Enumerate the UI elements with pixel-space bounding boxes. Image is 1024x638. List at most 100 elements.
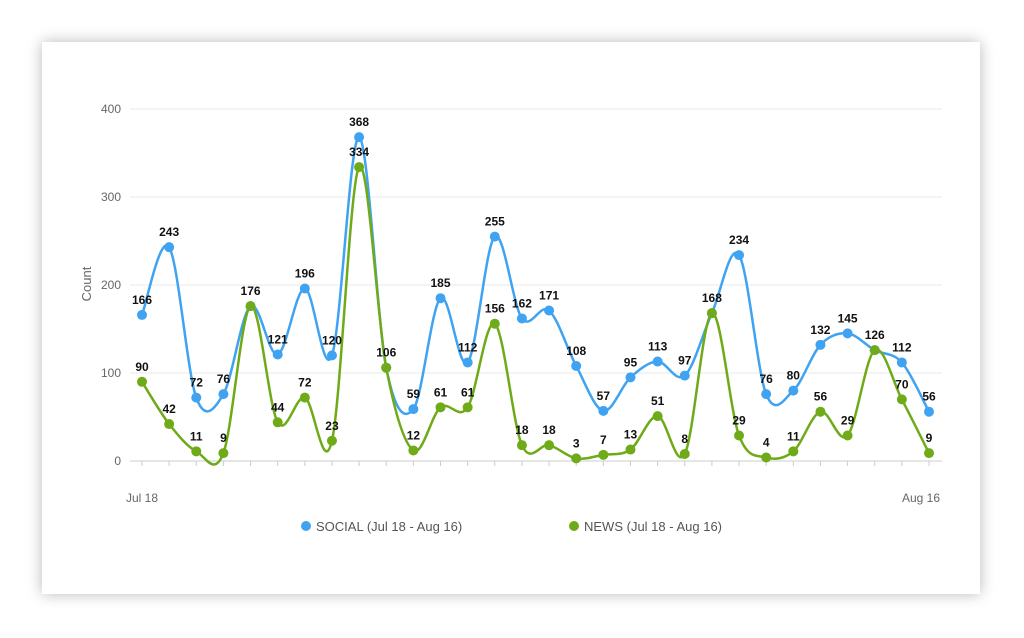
data-point-news[interactable] (137, 376, 147, 387)
legend-label-news[interactable]: NEWS (Jul 18 - Aug 16) (584, 519, 722, 534)
data-label-news: 18 (542, 423, 556, 437)
data-point-news[interactable] (706, 308, 717, 319)
legend-label-social[interactable]: SOCIAL (Jul 18 - Aug 16) (316, 519, 462, 534)
data-label-news: 3 (573, 436, 580, 450)
data-point-news[interactable] (625, 444, 636, 455)
data-label-news: 13 (624, 428, 638, 442)
data-point-news[interactable] (571, 453, 582, 464)
data-label-news: 44 (271, 400, 285, 414)
data-label-news: 51 (651, 394, 665, 408)
data-label-social: 95 (624, 355, 638, 369)
data-point-news[interactable] (326, 435, 337, 446)
data-point-social[interactable] (218, 389, 229, 400)
data-label-news: 18 (515, 423, 529, 437)
data-label-social: 168 (702, 291, 722, 305)
data-point-social[interactable] (516, 313, 527, 324)
data-point-news[interactable] (381, 362, 392, 373)
data-point-news[interactable] (679, 448, 690, 459)
data-point-social[interactable] (598, 405, 609, 416)
data-point-news[interactable] (462, 402, 473, 413)
data-point-social[interactable] (435, 293, 446, 304)
y-axis-title: Count (79, 266, 94, 301)
data-point-news[interactable] (245, 301, 256, 312)
data-label-social: 126 (865, 328, 885, 342)
data-label-news: 23 (325, 419, 339, 433)
data-point-news[interactable] (815, 406, 826, 417)
data-label-social: 145 (838, 311, 858, 325)
data-point-social[interactable] (571, 360, 582, 371)
data-point-news[interactable] (896, 394, 907, 405)
series-lines (140, 135, 931, 466)
data-point-news[interactable] (164, 419, 175, 430)
data-label-social: 166 (132, 293, 152, 307)
data-label-news: 9 (926, 431, 933, 445)
data-label-social: 76 (759, 372, 773, 386)
data-point-news[interactable] (544, 440, 555, 451)
data-point-social[interactable] (625, 372, 636, 383)
legend-marker-social (301, 521, 311, 531)
data-point-social[interactable] (299, 283, 310, 294)
data-point-news[interactable] (598, 449, 609, 460)
data-point-social[interactable] (679, 370, 690, 381)
data-point-social[interactable] (354, 132, 365, 143)
data-point-news[interactable] (842, 430, 853, 441)
data-label-news: 334 (349, 145, 369, 159)
data-point-social[interactable] (788, 385, 799, 396)
data-point-social[interactable] (842, 328, 853, 339)
data-label-news: 61 (461, 385, 475, 399)
data-point-social[interactable] (408, 404, 419, 415)
data-point-news[interactable] (354, 162, 365, 173)
data-point-news[interactable] (489, 318, 500, 329)
data-point-news[interactable] (788, 446, 799, 457)
data-label-news: 11 (787, 429, 800, 443)
legend[interactable]: SOCIAL (Jul 18 - Aug 16) NEWS (Jul 18 - … (301, 519, 722, 534)
data-point-social[interactable] (462, 357, 473, 368)
data-labels: 1669024342721176917612144196721202336833… (132, 115, 936, 450)
data-point-social[interactable] (761, 389, 772, 400)
data-label-news: 29 (732, 413, 746, 427)
data-point-social[interactable] (191, 392, 202, 403)
data-label-social: 113 (648, 340, 668, 354)
data-label-social: 185 (431, 276, 451, 290)
data-point-social[interactable] (326, 350, 337, 361)
data-point-news[interactable] (218, 448, 229, 459)
data-point-social[interactable] (734, 250, 745, 261)
y-tick-label: 200 (101, 278, 121, 292)
data-point-social[interactable] (272, 349, 283, 360)
data-point-social[interactable] (164, 242, 175, 253)
data-point-news[interactable] (924, 448, 934, 459)
data-point-news[interactable] (516, 440, 527, 451)
data-label-news: 29 (841, 413, 855, 427)
data-point-social[interactable] (924, 406, 934, 417)
data-point-news[interactable] (299, 392, 310, 403)
x-start-label: Jul 18 (126, 491, 158, 505)
data-point-news[interactable] (761, 452, 772, 463)
data-point-social[interactable] (815, 339, 826, 350)
data-point-news[interactable] (272, 417, 283, 428)
x-end-label: Aug 16 (902, 491, 940, 505)
gridlines (130, 108, 942, 462)
data-label-social: 108 (566, 344, 586, 358)
data-point-social[interactable] (896, 357, 907, 368)
data-label-news: 156 (485, 302, 505, 316)
data-label-social: 243 (159, 225, 179, 239)
data-label-social: 255 (485, 215, 505, 229)
data-label-news: 42 (162, 402, 176, 416)
data-point-social[interactable] (137, 309, 147, 320)
data-label-social: 112 (892, 340, 912, 354)
data-label-social: 57 (597, 389, 611, 403)
data-point-social[interactable] (489, 231, 500, 242)
data-point-news[interactable] (734, 430, 745, 441)
data-point-news[interactable] (435, 402, 446, 413)
data-point-news[interactable] (191, 446, 202, 457)
data-label-news: 70 (895, 377, 909, 391)
data-point-social[interactable] (652, 356, 663, 367)
data-label-news: 4 (763, 435, 770, 449)
data-point-news[interactable] (408, 445, 419, 456)
data-point-news[interactable] (652, 411, 663, 422)
data-point-social[interactable] (544, 305, 555, 316)
data-label-social: 121 (268, 333, 288, 347)
data-label-news: 9 (220, 431, 227, 445)
data-point-news[interactable] (869, 345, 880, 356)
y-tick-label: 400 (101, 102, 121, 116)
